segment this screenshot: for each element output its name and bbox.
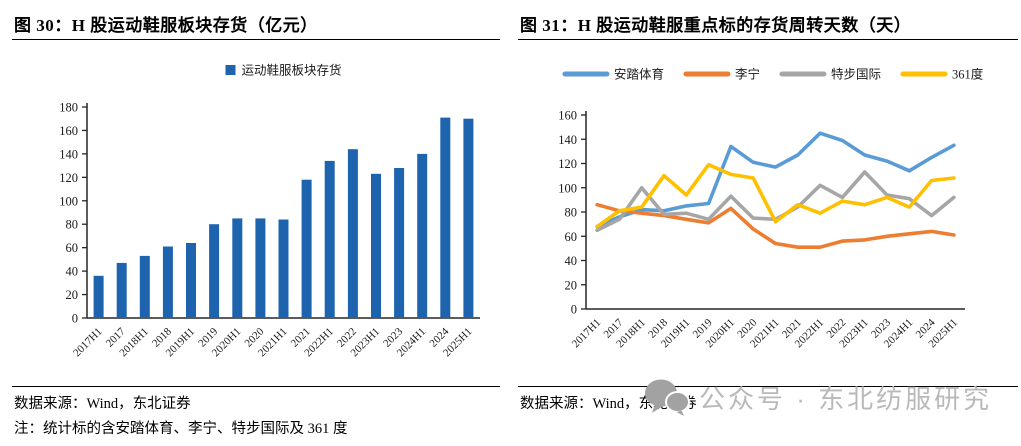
y-axis-label: 160 xyxy=(558,109,577,123)
line-series-3 xyxy=(595,162,956,229)
bar xyxy=(347,149,358,318)
y-axis-label: 140 xyxy=(59,147,78,161)
bar xyxy=(162,246,173,318)
bar xyxy=(417,153,428,318)
bar xyxy=(301,179,312,318)
figure-31: 图 31：H 股运动鞋服重点标的存货周转天数（天） 0 20 40 60 80 100 12… xyxy=(518,8,1018,416)
y-axis-label: 180 xyxy=(59,101,78,115)
legend-swatch xyxy=(225,65,236,75)
line-series-0 xyxy=(595,131,956,229)
y-axis-label: 120 xyxy=(59,171,78,185)
bar xyxy=(232,218,243,318)
bar xyxy=(371,173,381,318)
x-axis-label: 2017H1 xyxy=(570,317,604,351)
bar xyxy=(255,218,266,318)
figure-30-note: 注：统计标的含安踏体育、李宁、特步国际及 361 度 xyxy=(14,421,348,437)
bar xyxy=(324,160,335,318)
line-chart-turnover-days: 0204060801001201401602017H120172018H1201… xyxy=(558,67,984,351)
y-axis-label: 20 xyxy=(66,288,79,302)
x-axis-label: 2017H1 xyxy=(71,326,105,360)
y-axis-label: 0 xyxy=(72,312,78,326)
y-axis-label: 40 xyxy=(66,265,79,279)
y-axis-label: 140 xyxy=(558,133,577,147)
y-axis-label: 60 xyxy=(66,241,79,255)
bar xyxy=(463,118,474,318)
chat-bubbles-icon xyxy=(645,379,690,416)
figure-30-footer: 数据来源：Wind，东北证券 注：统计标的含安踏体育、李宁、特步国际及 361 … xyxy=(12,386,500,439)
bar xyxy=(394,168,405,318)
bar xyxy=(186,243,196,318)
figure-31-title: 图 31：H 股运动鞋服重点标的存货周转天数（天） xyxy=(518,8,1018,40)
legend-label: 特步国际 xyxy=(831,67,881,82)
bar xyxy=(139,255,150,318)
y-axis-label: 80 xyxy=(66,218,79,232)
figure-30: 图 30：H 股运动鞋服板块存货（亿元） 0 20 40 60 80 100 120 140 1… xyxy=(12,8,500,439)
y-axis-label: 100 xyxy=(59,194,78,208)
y-axis-label: 60 xyxy=(565,230,578,244)
bar xyxy=(440,117,451,318)
y-axis-label: 20 xyxy=(565,278,578,292)
y-axis-label: 80 xyxy=(565,206,578,220)
bar xyxy=(93,275,104,318)
legend-label: 运动鞋服板块存货 xyxy=(242,63,342,78)
y-axis-label: 40 xyxy=(565,254,578,268)
figure-30-title: 图 30：H 股运动鞋服板块存货（亿元） xyxy=(12,8,500,40)
y-axis-label: 0 xyxy=(571,303,577,317)
bar xyxy=(116,262,127,318)
bar xyxy=(209,224,220,318)
bar xyxy=(278,219,289,318)
legend-label: 安踏体育 xyxy=(614,67,664,82)
y-axis-label: 120 xyxy=(558,157,577,171)
figure-30-data-source: 数据来源：Wind，东北证券 xyxy=(14,396,191,412)
legend-label: 李宁 xyxy=(735,67,760,82)
y-axis-label: 100 xyxy=(558,181,577,195)
watermark-text: 公众号 · 东北纺服研究 xyxy=(699,383,993,414)
watermark: 公众号 · 东北纺服研究 xyxy=(644,378,992,416)
y-axis-label: 160 xyxy=(59,124,78,138)
legend-label: 361度 xyxy=(952,67,984,82)
line-series-1 xyxy=(595,202,956,249)
